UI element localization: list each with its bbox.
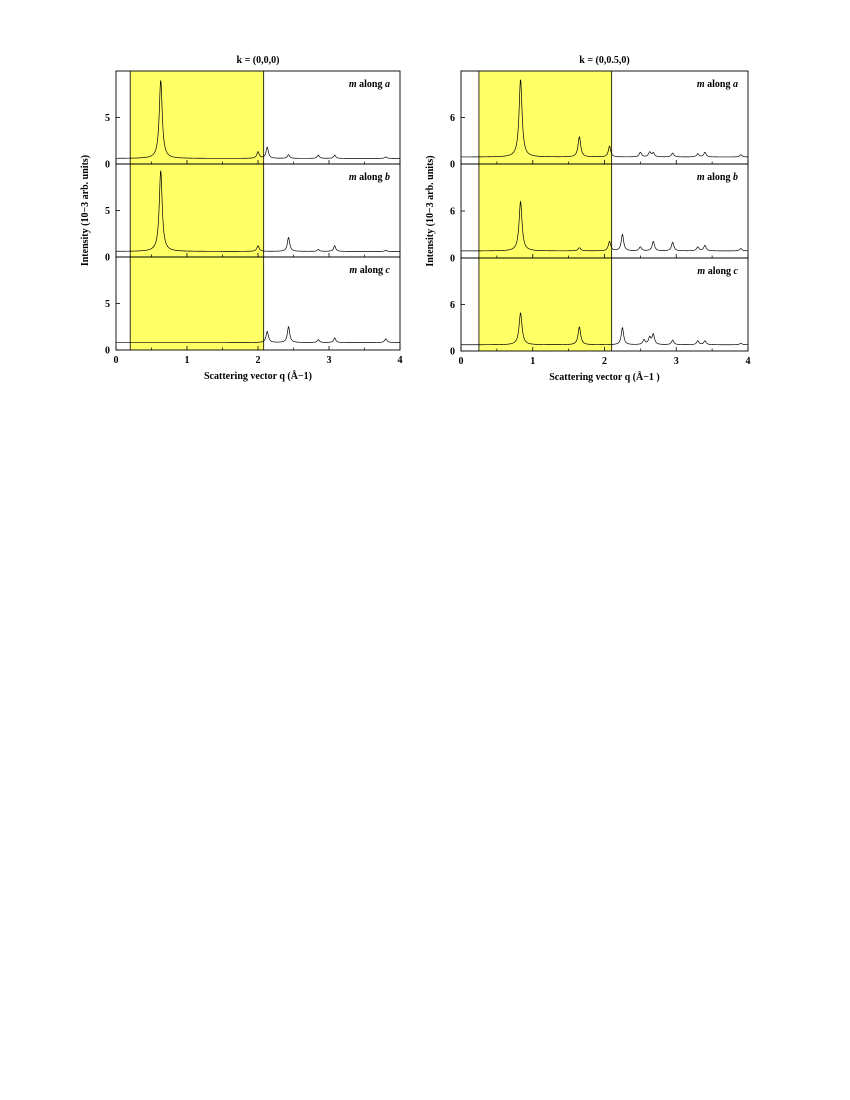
panel-label: m along b bbox=[349, 172, 390, 183]
y-tick-label: 6 bbox=[450, 207, 455, 218]
y-tick-label: 0 bbox=[450, 160, 455, 171]
panel-label: m along a bbox=[349, 79, 390, 90]
y-tick-label: 0 bbox=[450, 347, 455, 358]
x-tick-label: 2 bbox=[256, 355, 261, 366]
y-tick-label: 0 bbox=[105, 160, 110, 171]
y-tick-label: 5 bbox=[105, 299, 110, 310]
y-tick-label: 6 bbox=[450, 300, 455, 311]
x-tick-label: 4 bbox=[398, 355, 403, 366]
y-axis-title: Intensity (10−3 arb. units) bbox=[425, 155, 436, 266]
series-line bbox=[461, 200, 749, 252]
x-tick-label: 4 bbox=[746, 356, 751, 367]
chart-k-000: 0 5 m along a 0 5 m along b 0 5 m along c 0 1 2 3 4 k … bbox=[80, 55, 403, 382]
chart-k-0050: 0 6 m along a 0 6 m along b 0 6 m along c 0 1 2 3 4 k … bbox=[425, 55, 751, 383]
x-tick-label: 1 bbox=[185, 355, 190, 366]
highlight-region bbox=[478, 71, 612, 351]
series-line bbox=[115, 80, 400, 159]
y-tick-label: 0 bbox=[450, 254, 455, 265]
panel-label: m along c bbox=[349, 265, 390, 276]
x-tick-label: 1 bbox=[530, 356, 535, 367]
y-tick-label: 5 bbox=[105, 113, 110, 124]
panel-label: m along a bbox=[697, 79, 738, 90]
x-tick-label: 2 bbox=[602, 356, 607, 367]
series-line bbox=[116, 326, 400, 343]
panel-label: m along b bbox=[697, 172, 738, 183]
y-tick-label: 0 bbox=[105, 346, 110, 357]
x-axis-title: Scattering vector q (Å−1) bbox=[204, 370, 312, 382]
chart-title: k = (0,0.5,0) bbox=[579, 55, 629, 66]
x-axis-title: Scattering vector q (Å−1 ) bbox=[549, 371, 659, 383]
highlight-region bbox=[130, 71, 264, 350]
chart-title: k = (0,0,0) bbox=[237, 55, 280, 66]
y-tick-label: 6 bbox=[450, 113, 455, 124]
series-line bbox=[116, 170, 400, 252]
panel-2: 0 5 m along c bbox=[105, 256, 401, 357]
x-tick-label: 0 bbox=[114, 355, 119, 366]
x-tick-label: 0 bbox=[459, 356, 464, 367]
y-tick-label: 5 bbox=[105, 206, 110, 217]
x-tick-label: 3 bbox=[327, 355, 332, 366]
panel-label: m along c bbox=[697, 266, 738, 277]
y-axis-title: Intensity (10−3 arb. units) bbox=[80, 155, 91, 266]
series-line bbox=[461, 312, 748, 346]
y-tick-label: 0 bbox=[105, 253, 110, 264]
series-line bbox=[461, 79, 749, 158]
panel-1: 0 5 m along b bbox=[105, 163, 401, 264]
panel-2: 0 6 m along c bbox=[450, 257, 749, 358]
x-tick-label: 3 bbox=[674, 356, 679, 367]
